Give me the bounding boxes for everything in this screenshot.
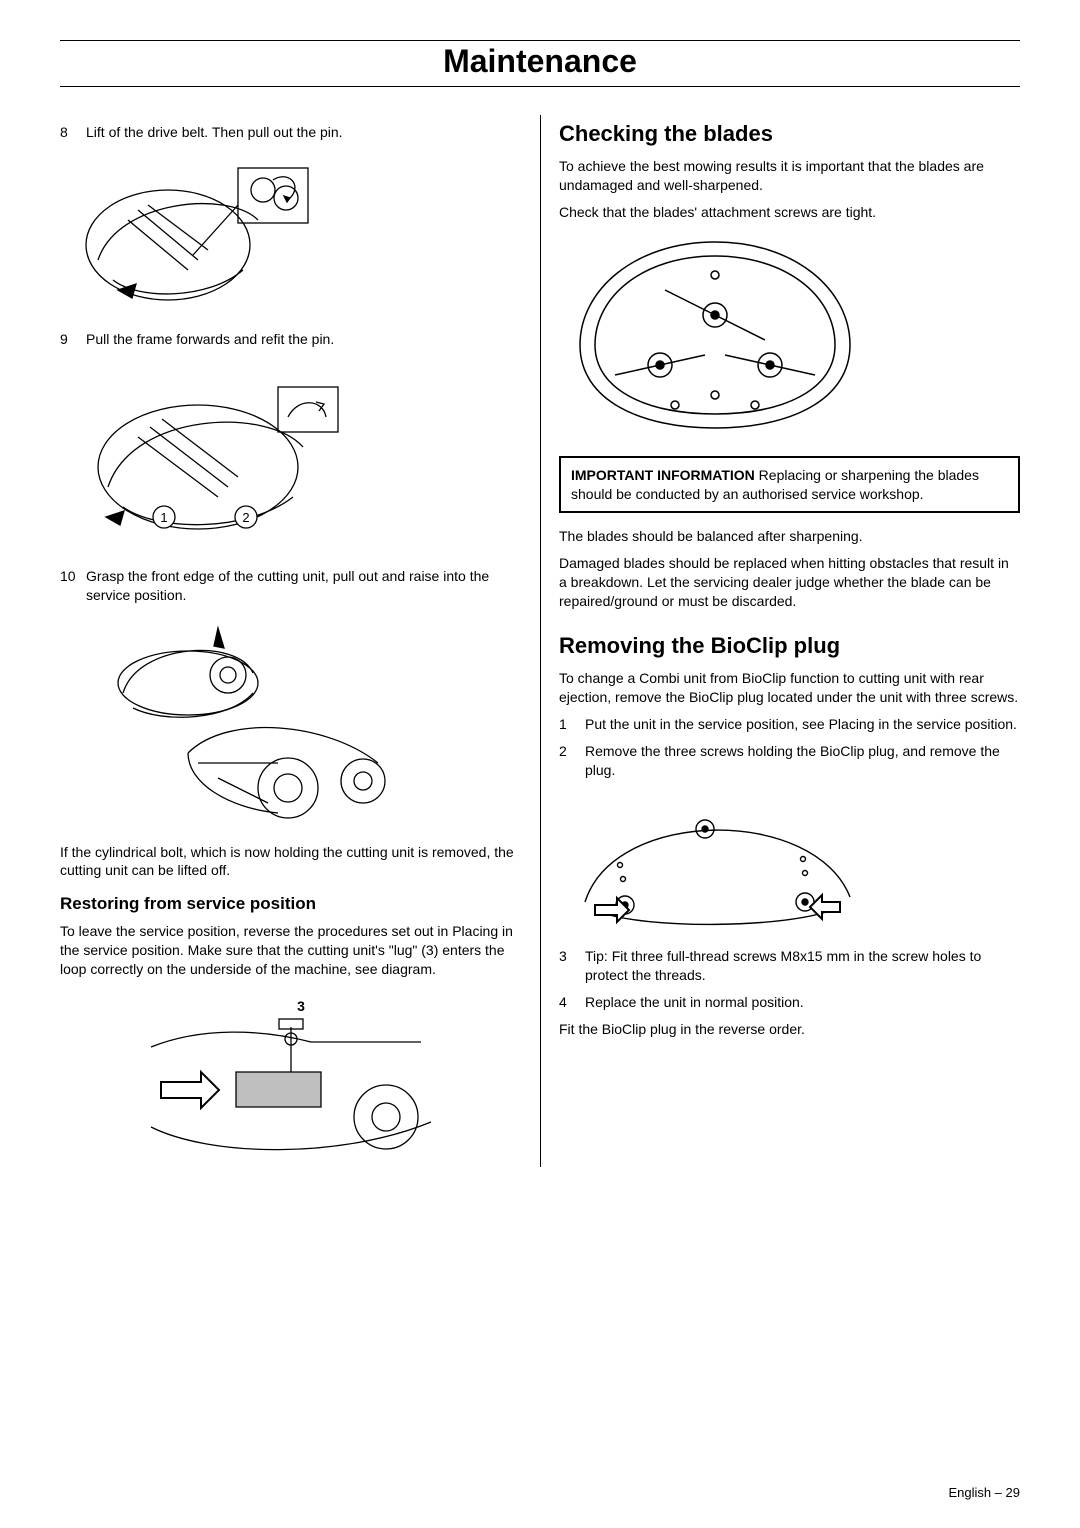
page-footer: English – 29 (948, 1485, 1020, 1500)
callout-lead: IMPORTANT INFORMATION (571, 467, 755, 483)
callout-1: 1 (160, 510, 167, 525)
step-text: Tip: Fit three full-thread screws M8x15 … (585, 948, 981, 983)
callout-2: 2 (242, 510, 249, 525)
step-number: 10 (60, 567, 76, 586)
step-number: 9 (60, 330, 68, 349)
removing-step-1: 1 Put the unit in the service position, … (559, 715, 1020, 734)
step-number: 1 (559, 715, 567, 734)
left-step-10: 10 Grasp the front edge of the cutting u… (60, 567, 522, 605)
checking-p2: Check that the blades' attachment screws… (559, 203, 1020, 222)
removing-heading: Removing the BioClip plug (559, 633, 1020, 659)
removing-steps-a: 1 Put the unit in the service position, … (559, 715, 1020, 780)
step-text: Grasp the front edge of the cutting unit… (86, 568, 489, 603)
restoring-heading: Restoring from service position (60, 894, 522, 914)
rule-top (60, 40, 1020, 41)
checking-p1: To achieve the best mowing results it is… (559, 157, 1020, 195)
left-step-8: 8 Lift of the drive belt. Then pull out … (60, 123, 522, 142)
left-step-list-2: 9 Pull the frame forwards and refit the … (60, 330, 522, 349)
step-number: 2 (559, 742, 567, 761)
checking-p4: Damaged blades should be replaced when h… (559, 554, 1020, 611)
page-title: Maintenance (60, 43, 1020, 80)
right-column: Checking the blades To achieve the best … (540, 115, 1020, 1167)
removing-step-4: 4 Replace the unit in normal position. (559, 993, 1020, 1012)
rule-bottom (60, 86, 1020, 87)
figure-blades-underside (565, 230, 865, 440)
figure-frame-forward: 1 2 (78, 357, 358, 557)
figure-service-position (78, 613, 398, 833)
left-step-9: 9 Pull the frame forwards and refit the … (60, 330, 522, 349)
step-text: Pull the frame forwards and refit the pi… (86, 331, 334, 347)
checking-p3: The blades should be balanced after shar… (559, 527, 1020, 546)
step-number: 8 (60, 123, 68, 142)
step-number: 4 (559, 993, 567, 1012)
step-number: 3 (559, 947, 567, 966)
figure-bioclip-plug (565, 787, 865, 937)
removing-outro: Fit the BioClip plug in the reverse orde… (559, 1020, 1020, 1039)
removing-steps-b: 3 Tip: Fit three full-thread screws M8x1… (559, 947, 1020, 1012)
figure-drive-belt (78, 150, 328, 320)
left-column: 8 Lift of the drive belt. Then pull out … (60, 115, 540, 1167)
important-info-box: IMPORTANT INFORMATION Replacing or sharp… (559, 456, 1020, 514)
step-text: Lift of the drive belt. Then pull out th… (86, 124, 343, 140)
removing-step-2: 2 Remove the three screws holding the Bi… (559, 742, 1020, 780)
step-text: Remove the three screws holding the BioC… (585, 743, 1000, 778)
removing-step-3: 3 Tip: Fit three full-thread screws M8x1… (559, 947, 1020, 985)
checking-heading: Checking the blades (559, 121, 1020, 147)
left-after-steps-para: If the cylindrical bolt, which is now ho… (60, 843, 522, 881)
figure-restoring: 3 (141, 987, 441, 1167)
left-step-list-1: 8 Lift of the drive belt. Then pull out … (60, 123, 522, 142)
fig-label-3: 3 (297, 998, 305, 1014)
step-text: Replace the unit in normal position. (585, 994, 804, 1010)
left-step-list-3: 10 Grasp the front edge of the cutting u… (60, 567, 522, 605)
step-text: Put the unit in the service position, se… (585, 716, 1017, 732)
removing-intro: To change a Combi unit from BioClip func… (559, 669, 1020, 707)
two-column-layout: 8 Lift of the drive belt. Then pull out … (60, 115, 1020, 1167)
restoring-para: To leave the service position, reverse t… (60, 922, 522, 979)
